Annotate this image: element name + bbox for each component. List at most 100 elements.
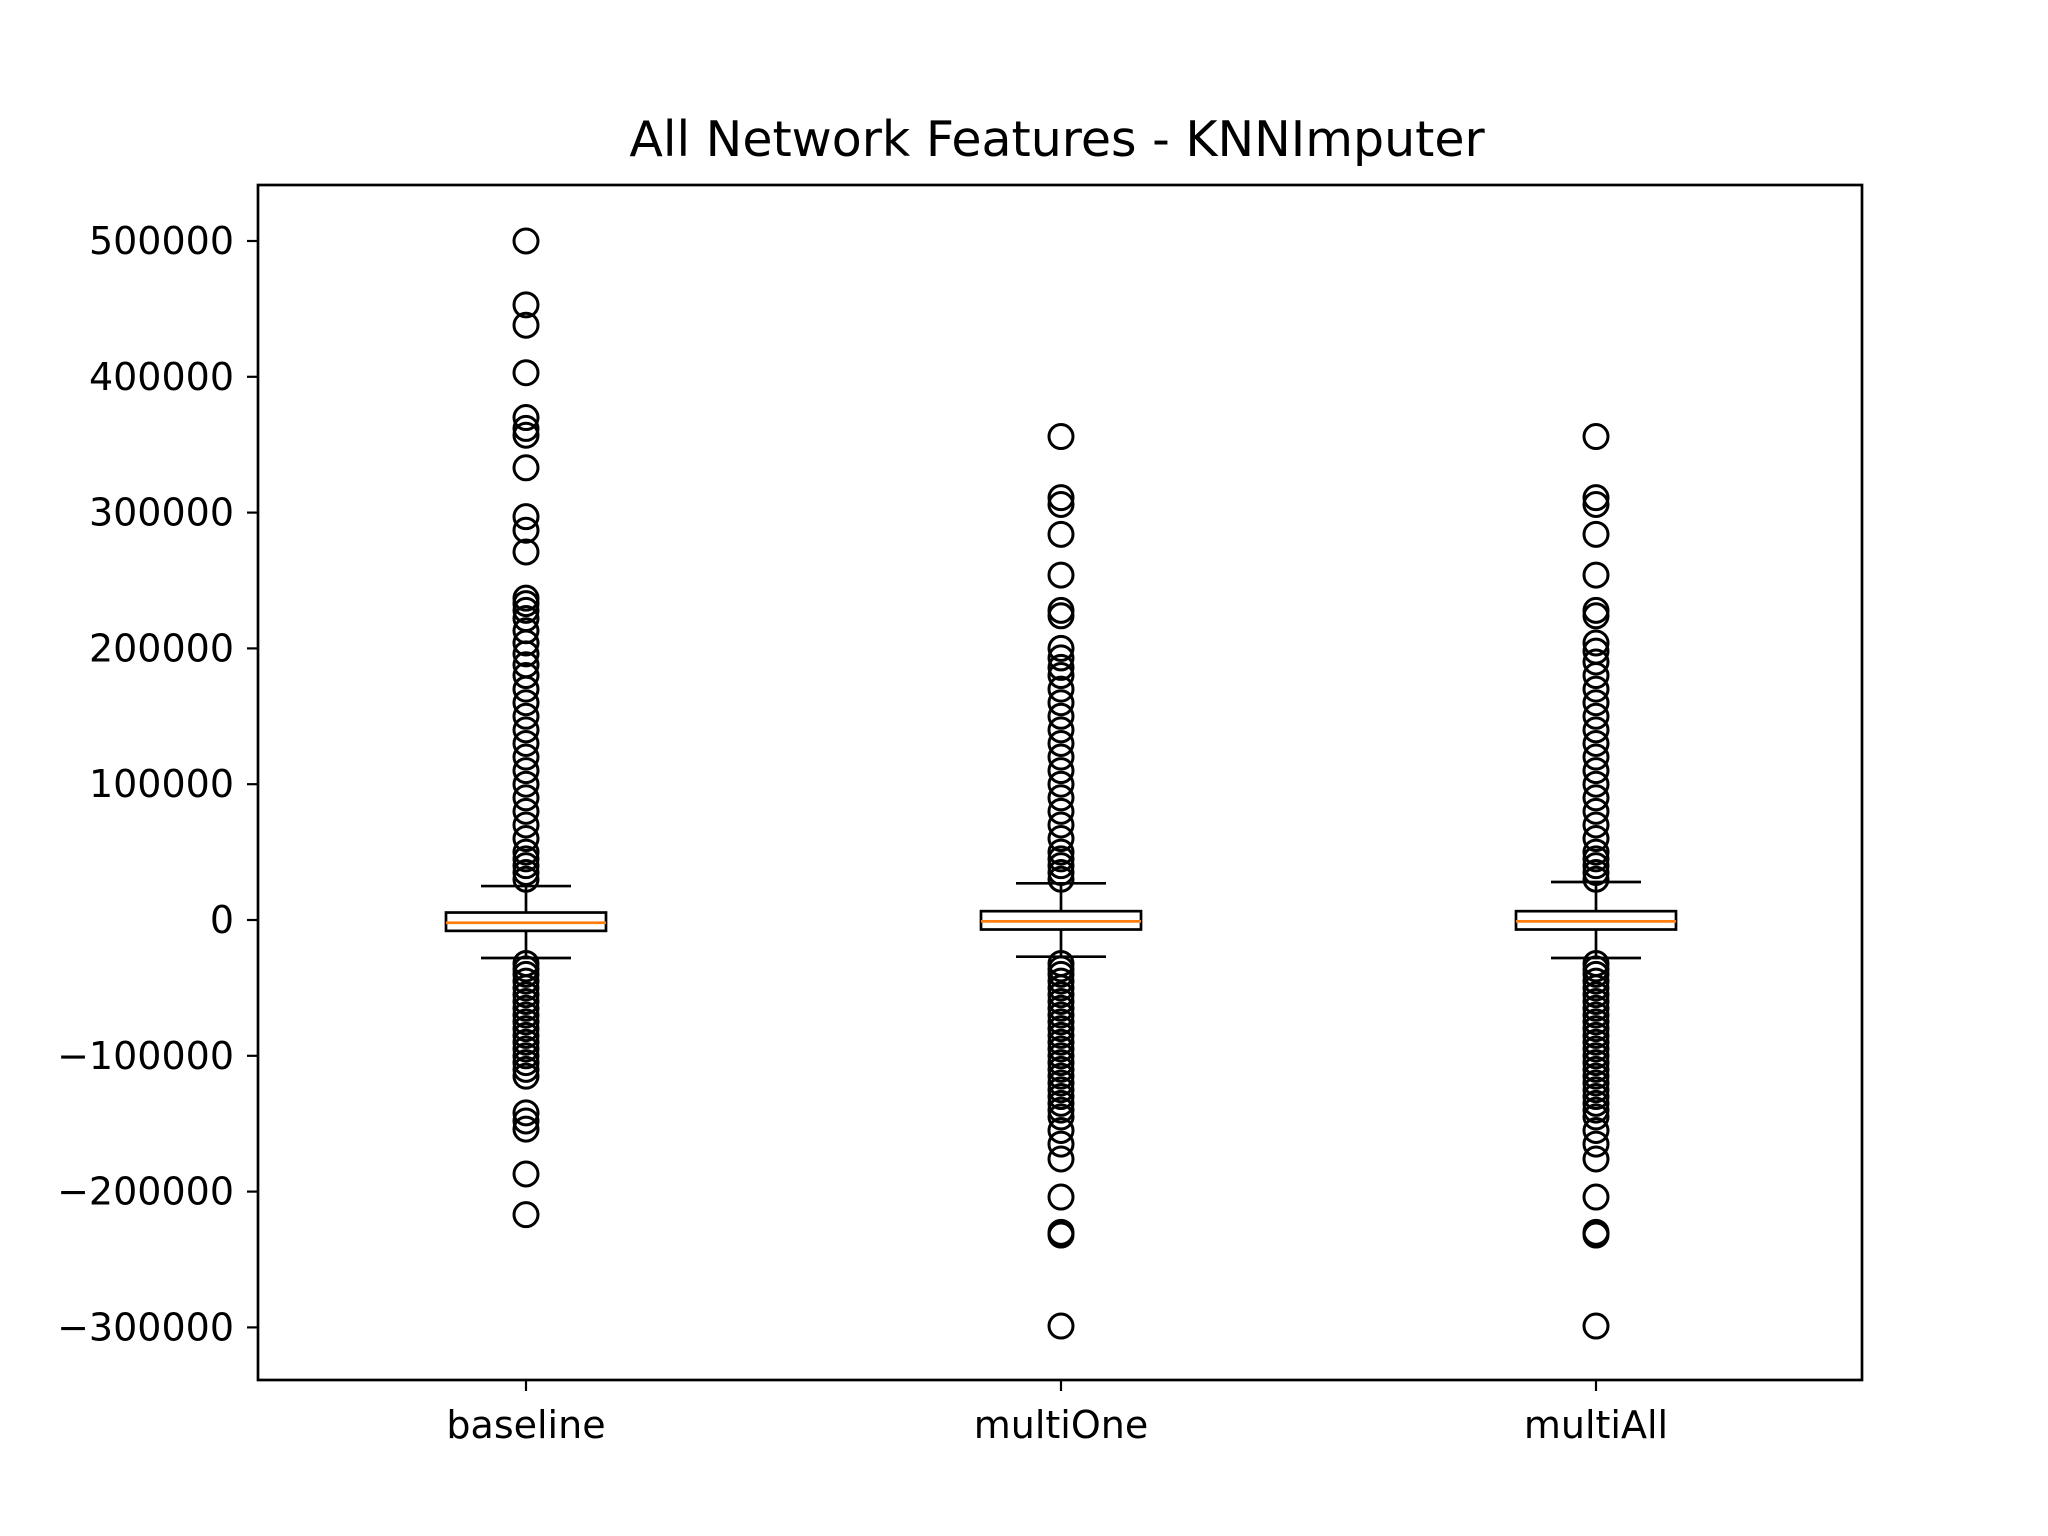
flier-point (1582, 1221, 1610, 1249)
flier-point (512, 784, 540, 812)
flier-point (512, 729, 540, 757)
flier-point (512, 974, 540, 1002)
flier-point (1047, 1015, 1075, 1043)
flier-point (1582, 1145, 1610, 1173)
flier-point (512, 757, 540, 785)
flier-point (1047, 960, 1075, 988)
flier-point (1047, 675, 1075, 703)
flier-point (1582, 1130, 1610, 1158)
flier-point (512, 838, 540, 866)
flier-point (512, 516, 540, 544)
flier-point (1582, 648, 1610, 676)
flier-point (1047, 520, 1075, 548)
flier-point (1047, 858, 1075, 886)
flier-point (1047, 490, 1075, 518)
flier-point (1582, 1049, 1610, 1077)
flier-point (1582, 757, 1610, 785)
x-tick-label: multiAll (1524, 1403, 1668, 1447)
flier-point (512, 1160, 540, 1188)
flier-point (512, 1015, 540, 1043)
flier-point (1582, 797, 1610, 825)
flier-point (1047, 770, 1075, 798)
chart-title: All Network Features - KNNImputer (629, 111, 1485, 168)
flier-point (1582, 1008, 1610, 1036)
flier-point (512, 1028, 540, 1056)
flier-point (1582, 981, 1610, 1009)
flier-point (1047, 729, 1075, 757)
flier-point (1582, 845, 1610, 873)
flier-point (1582, 1183, 1610, 1211)
flier-point (1582, 520, 1610, 548)
flier-point (512, 1055, 540, 1083)
flier-point (1582, 811, 1610, 839)
flier-point (1582, 702, 1610, 730)
flier-point (512, 689, 540, 717)
flier-point (512, 1099, 540, 1127)
flier-point (1582, 865, 1610, 893)
flier-point (1582, 743, 1610, 771)
flier-point (1582, 770, 1610, 798)
flier-point (1582, 629, 1610, 657)
flier-point (1047, 1042, 1075, 1070)
flier-point (1582, 490, 1610, 518)
flier-point (1582, 1096, 1610, 1124)
flier-point (512, 227, 540, 255)
flier-point (512, 811, 540, 839)
flier-point (1582, 1312, 1610, 1340)
flier-point (512, 662, 540, 690)
flier-point (1047, 825, 1075, 853)
flier-point (1582, 484, 1610, 512)
flier-point (1047, 852, 1075, 880)
flier-point (1582, 967, 1610, 995)
flier-point (512, 629, 540, 657)
flier-point (1047, 662, 1075, 690)
box-multiAll (1514, 423, 1678, 1340)
flier-point (1582, 1055, 1610, 1083)
flier-point (512, 825, 540, 853)
flier-point (512, 1201, 540, 1229)
flier-point (1582, 716, 1610, 744)
flier-point (512, 1008, 540, 1036)
flier-point (512, 421, 540, 449)
plot-area (444, 227, 1678, 1340)
flier-point (1047, 634, 1075, 662)
flier-point (512, 797, 540, 825)
flier-point (512, 311, 540, 339)
flier-point (1582, 662, 1610, 690)
flier-point (1047, 689, 1075, 717)
flier-point (1047, 757, 1075, 785)
flier-point (1582, 675, 1610, 703)
flier-point (512, 1049, 540, 1077)
flier-point (1047, 838, 1075, 866)
flier-point (1582, 1116, 1610, 1144)
flier-point (1582, 561, 1610, 589)
y-tick-label: 200000 (89, 626, 234, 670)
flier-point (512, 1001, 540, 1029)
flier-point (1047, 1096, 1075, 1124)
flier-point (1047, 423, 1075, 451)
flier-point (512, 404, 540, 432)
flier-point (1047, 1116, 1075, 1144)
flier-point (1582, 1076, 1610, 1104)
flier-point (512, 770, 540, 798)
flier-point (512, 291, 540, 319)
flier-point (512, 865, 540, 893)
flier-point (1582, 987, 1610, 1015)
flier-point (512, 852, 540, 880)
flier-point (1047, 967, 1075, 995)
flier-point (1047, 1130, 1075, 1158)
flier-point (1047, 1076, 1075, 1104)
flier-point (1047, 981, 1075, 1009)
flier-point (512, 675, 540, 703)
flier-point (1582, 1035, 1610, 1063)
box-multiOne (979, 423, 1143, 1340)
flier-point (512, 454, 540, 482)
flier-point (1047, 974, 1075, 1002)
flier-point (512, 538, 540, 566)
flier-point (1582, 838, 1610, 866)
flier-point (512, 596, 540, 624)
flier-point (1582, 1021, 1610, 1049)
flier-point (1582, 1042, 1610, 1070)
